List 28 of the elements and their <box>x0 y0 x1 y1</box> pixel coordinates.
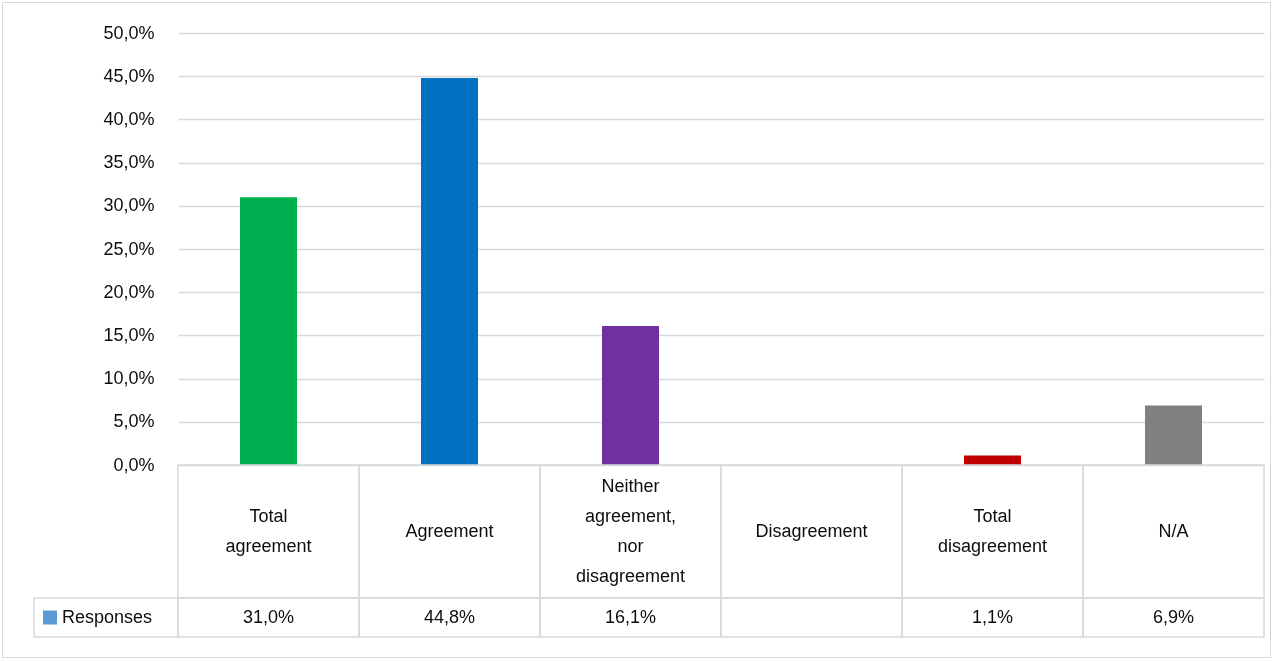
x-tick-label: Agreement <box>405 520 494 541</box>
data-label: 6,9% <box>1152 606 1195 627</box>
y-tick-label: 50,0% <box>103 22 155 43</box>
y-tick-label: 30,0% <box>103 195 155 216</box>
y-tick-label: 35,0% <box>103 152 155 173</box>
y-tick-label: 40,0% <box>103 108 155 129</box>
data-label: 31,0% <box>242 606 295 627</box>
x-tick-label: Neither agreement, nor disagreement <box>575 475 686 586</box>
text: Responses <box>62 606 153 627</box>
y-tick-label: 25,0% <box>103 238 155 259</box>
data-label: 1,1% <box>971 606 1014 627</box>
y-tick-label: 15,0% <box>103 324 155 345</box>
y-tick-label: 45,0% <box>103 65 155 86</box>
y-tick-label: 20,0% <box>103 281 155 302</box>
data-label: 16,1% <box>604 606 657 627</box>
bar <box>963 455 1022 465</box>
y-tick-label: 10,0% <box>103 368 155 389</box>
y-tick-label: 5,0% <box>113 411 155 432</box>
bar <box>1144 405 1203 465</box>
bar <box>239 197 298 465</box>
data-label: 44,8% <box>423 606 476 627</box>
x-tick-label: Disagreement <box>755 520 868 541</box>
x-tick-label: Total agreement <box>225 505 312 556</box>
x-tick-label: N/A <box>1158 520 1189 541</box>
x-tick-label: Total disagreement <box>937 505 1048 556</box>
y-tick-label: 0,0% <box>113 454 155 475</box>
bar <box>601 325 660 465</box>
bar <box>420 77 479 465</box>
